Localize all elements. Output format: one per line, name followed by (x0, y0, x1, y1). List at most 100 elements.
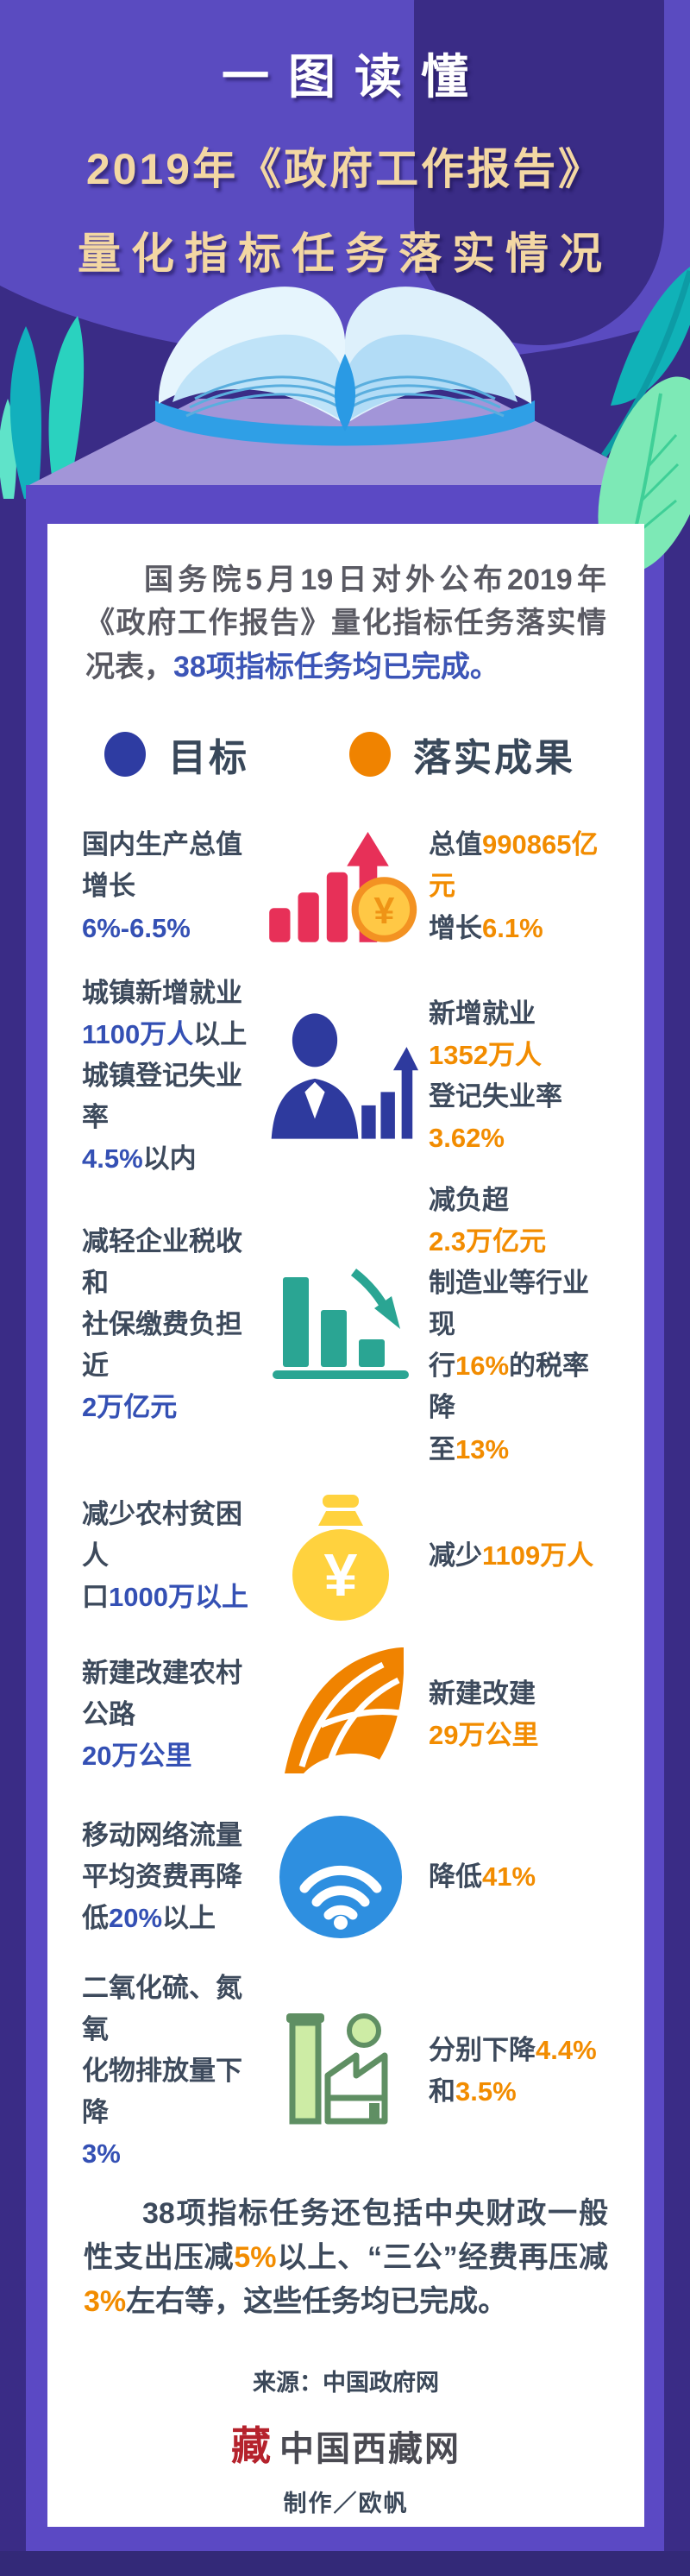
highlight-value: 3.62% (429, 1123, 505, 1154)
goal-text-tax: 减轻企业税收和 社保缴费负担近 2万亿元 (82, 1221, 263, 1428)
text-run: 以上、“三公”经费再压减 (276, 2240, 609, 2274)
text-run: 新建改建 (429, 1678, 536, 1709)
goal-text-road: 新建改建农村公路 20万公里 (82, 1653, 263, 1777)
icon-cell-gdp: ¥ (263, 821, 418, 952)
highlight-value: 1100万人 (82, 1019, 194, 1050)
highlight-value: 4.5% (82, 1143, 143, 1175)
indicator-row-mobile: 移动网络流量 平均资费再降 低20%以上 降低41% (82, 1787, 610, 1968)
background-drip-shape (414, 0, 664, 345)
text-run: 至 (429, 1433, 455, 1464)
source-line: 来源：中国政府网 (253, 2369, 439, 2396)
goal-text-employment: 城镇新增就业 1100万人以上 城镇登记失业率 4.5%以内 (82, 973, 263, 1180)
highlight-value: 29万公里 (429, 1719, 539, 1750)
text-run: 和 (429, 2075, 455, 2107)
text-run: 减轻企业税收和 (82, 1226, 242, 1299)
indicator-row-road: 新建改建农村公路 20万公里 新建改建 29万公里 (82, 1642, 610, 1787)
factory-emissions-icon (286, 2012, 388, 2125)
goal-text-gdp: 国内生产总值增长 6%-6.5% (82, 824, 263, 948)
icon-cell-poverty: ¥ (263, 1491, 418, 1622)
text-run: 以上 (193, 1019, 248, 1050)
text-run: 行 (429, 1351, 455, 1382)
goal-text-poverty: 减少农村贫困人 口1000万以上 (82, 1494, 263, 1618)
indicator-row-employment: 城镇新增就业 1100万人以上 城镇登记失业率 4.5%以内 新增就业 1352万人 登记… (82, 973, 610, 1180)
indicator-rows: 国内生产总值增长 6%-6.5% ¥ 总值990865亿元增长6.1% 城镇新增就业… (82, 801, 610, 2175)
money-bag-icon: ¥ (292, 1495, 389, 1622)
text-run: 降低 (429, 1861, 482, 1893)
icon-cell-mobile (263, 1812, 418, 1942)
result-text-gdp: 总值990865亿元增长6.1% (418, 824, 610, 948)
icon-cell-emissions (263, 2006, 418, 2136)
highlight-value: 20万公里 (82, 1740, 192, 1771)
legend: 目标 落实成果 (82, 727, 610, 782)
highlight-value: 2.3万亿元 (429, 1226, 547, 1257)
highlight-value: 2万亿元 (82, 1392, 178, 1423)
highlight-value: 990865亿元 (429, 829, 599, 902)
page-subtitle-line3: 量化指标任务落实情况 (78, 230, 612, 278)
highlight-value: 1352万人 (429, 1040, 542, 1071)
highlight-value: 16% (455, 1351, 510, 1382)
highlight-value: 41% (482, 1861, 536, 1893)
tibet-net-logo-icon: 藏 (231, 2422, 271, 2468)
indicator-row-poverty: 减少农村贫困人 口1000万以上 ¥ 减少1109万人 (82, 1471, 610, 1642)
highlight-value: 20% (109, 1903, 163, 1934)
svg-text:¥: ¥ (324, 1541, 358, 1609)
highlight-value: 1109万人 (482, 1540, 594, 1571)
text-run: 城镇新增就业 (82, 978, 242, 1009)
text-run: 制造业等行业现 (429, 1268, 589, 1340)
text-run: 社保缴费负担近 (82, 1309, 242, 1382)
text-run: 减少 (429, 1540, 482, 1571)
highlight-value: 6.1% (482, 912, 543, 943)
text-run: 低 (82, 1903, 109, 1934)
closing-paragraph: 38项指标任务还包括中央财政一般性支出压减5%以上、“三公”经费再压减 3%左右等… (84, 2192, 608, 2324)
text-run: 左右等，这些任务均已完成。 (126, 2284, 508, 2318)
intro-paragraph: 国务院5月19日对外公布2019年《政府工作报告》量化指标任务落实情况表，38项… (85, 558, 606, 689)
highway-road-icon (285, 1647, 404, 1773)
goal-legend-dot-icon (104, 731, 146, 777)
highlight-value: 4.4% (536, 2034, 597, 2065)
highlight-value: 1000万以上 (109, 1582, 248, 1613)
publisher-logo: 藏 中国西藏网 (82, 2421, 610, 2471)
text-run: 增长 (429, 912, 482, 943)
result-text-poverty: 减少1109万人 (418, 1535, 610, 1577)
text-run: 登记失业率 (429, 1081, 562, 1112)
highlight-value: 5% (234, 2240, 277, 2274)
highlight-value: 38项指标任务均已完成。 (173, 650, 499, 683)
result-text-mobile: 降低41% (418, 1856, 610, 1898)
text-run: 二氧化硫、氮氧 (82, 1972, 242, 2044)
publisher-name: 中国西藏网 (279, 2429, 461, 2468)
indicator-row-tax: 减轻企业税收和 社保缴费负担近 2万亿元 减负超 2.3万亿元制造业等行业现行16%的… (82, 1180, 610, 1470)
text-run: 以内 (142, 1143, 197, 1175)
page-subtitle-line2: 2019年《政府工作报告》 (85, 145, 605, 193)
text-run: 减负超 (429, 1185, 509, 1216)
businessman-chart-icon (271, 1013, 418, 1139)
result-text-road: 新建改建 29万公里 (418, 1673, 610, 1756)
text-run: 的税率降 (429, 1351, 590, 1423)
highlight-value: 3.5% (455, 2075, 517, 2107)
text-run: 国务院5月19日对外公布2019年《政府工作报告》量化指标任务落实情况表， (85, 564, 606, 683)
highlight-value: 3% (82, 2138, 121, 2169)
text-run: 国内生产总值增长 (82, 829, 242, 902)
text-run: 以上 (162, 1903, 216, 1934)
text-run: 移动网络流量 (82, 1820, 242, 1851)
text-run: 总值 (429, 829, 482, 860)
text-run: 口 (82, 1582, 109, 1613)
content-card: 国务院5月19日对外公布2019年《政府工作报告》量化指标任务落实情况表，38项… (47, 524, 644, 2527)
result-text-tax: 减负超 2.3万亿元 制造业等行业现 行16%的税率降 至13% (418, 1180, 610, 1470)
svg-text:¥: ¥ (373, 891, 394, 933)
goal-text-emissions: 二氧化硫、氮氧 化物排放量下降 3% (82, 1968, 263, 2175)
result-text-emissions: 分别下降4.4% 和3.5% (418, 2030, 610, 2113)
leaf-decoration-left-icon (0, 316, 85, 499)
icon-cell-road (263, 1642, 418, 1787)
indicator-row-gdp: 国内生产总值增长 6%-6.5% ¥ 总值990865亿元增长6.1% (82, 801, 610, 973)
result-legend-dot-icon (349, 731, 391, 777)
result-text-employment: 新增就业 1352万人 登记失业率 3.62% (418, 993, 610, 1159)
open-book-illustration (155, 287, 535, 446)
goal-text-mobile: 移动网络流量 平均资费再降 低20%以上 (82, 1815, 263, 1939)
indicator-row-emissions: 二氧化硫、氮氧 化物排放量下降 3% 分别下降4.4% 和3.5% (82, 1968, 610, 2175)
text-run: 化物排放量下降 (82, 2055, 242, 2127)
highlight-value: 6%-6.5% (82, 912, 191, 943)
wifi-icon (279, 1816, 402, 1939)
header: 一图读懂 2019年《政府工作报告》 量化指标任务落实情况 (0, 38, 690, 281)
text-run: 分别下降 (429, 2034, 536, 2065)
